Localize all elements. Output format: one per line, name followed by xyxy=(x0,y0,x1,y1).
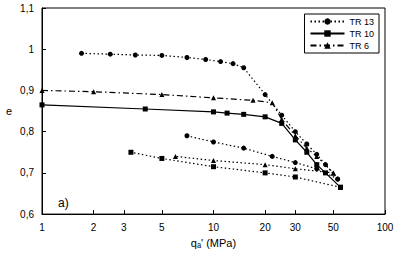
svg-text:a): a) xyxy=(58,196,69,210)
svg-text:TR 6: TR 6 xyxy=(349,41,369,51)
svg-text:1,1: 1,1 xyxy=(20,3,34,14)
svg-text:20: 20 xyxy=(260,222,272,233)
svg-text:3: 3 xyxy=(121,222,127,233)
svg-text:0,8: 0,8 xyxy=(20,126,34,137)
svg-text:2: 2 xyxy=(91,222,97,233)
svg-text:TR 13: TR 13 xyxy=(349,17,374,27)
svg-text:100: 100 xyxy=(377,222,394,233)
svg-text:1: 1 xyxy=(39,222,45,233)
svg-text:qₐ' (MPa): qₐ' (MPa) xyxy=(191,237,236,249)
svg-text:30: 30 xyxy=(290,222,302,233)
svg-text:50: 50 xyxy=(328,222,340,233)
svg-text:5: 5 xyxy=(159,222,165,233)
svg-text:10: 10 xyxy=(208,222,220,233)
svg-text:0,9: 0,9 xyxy=(20,85,34,96)
svg-text:0,7: 0,7 xyxy=(20,167,34,178)
svg-text:0,6: 0,6 xyxy=(20,209,34,220)
svg-text:e: e xyxy=(6,105,12,117)
svg-text:1: 1 xyxy=(28,44,34,55)
svg-text:TR 10: TR 10 xyxy=(349,29,374,39)
